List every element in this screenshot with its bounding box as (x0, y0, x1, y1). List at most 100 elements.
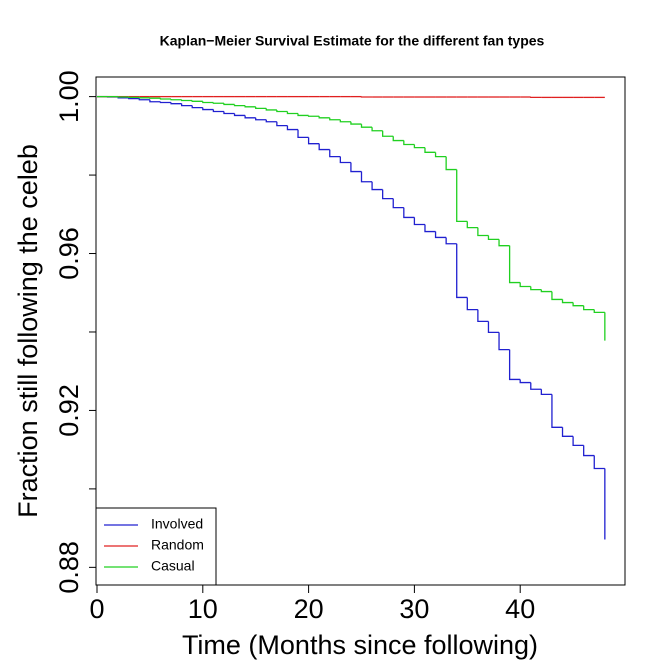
survival-step (436, 152, 447, 156)
survival-step (372, 182, 383, 190)
survival-step (298, 130, 309, 138)
x-tick-label: 40 (505, 594, 535, 624)
survival-step (340, 157, 351, 163)
survival-step (594, 456, 605, 469)
survival-step (488, 321, 499, 332)
survival-step (488, 235, 499, 239)
y-tick-label: 0.96 (54, 227, 84, 280)
survival-step (457, 244, 468, 298)
x-axis-label: Time (Months since following) (182, 630, 538, 660)
chart-title: Kaplan−Meier Survival Estimate for the d… (160, 33, 545, 49)
survival-step (552, 394, 563, 427)
survival-step (213, 102, 224, 103)
survival-step (277, 110, 288, 112)
survival-step (531, 286, 542, 289)
survival-step (478, 228, 489, 236)
survival-step (573, 303, 584, 306)
survival-step (362, 172, 373, 182)
survival-step (457, 170, 468, 222)
survival-step (520, 283, 531, 287)
survival-step (510, 246, 521, 283)
survival-step (224, 112, 235, 114)
y-tick-label: 1.00 (54, 70, 84, 123)
survival-step (552, 292, 563, 300)
survival-step (531, 383, 542, 390)
survival-step (245, 106, 256, 107)
legend-label: Casual (151, 558, 195, 574)
survival-step (266, 120, 277, 122)
survival-step (266, 108, 277, 110)
survival-step (425, 224, 436, 231)
survival-step (256, 107, 267, 109)
survival-step (594, 310, 605, 313)
survival-step (478, 310, 489, 322)
survival-step (467, 297, 478, 309)
survival-step (235, 104, 246, 105)
survival-step (171, 102, 182, 103)
survival-step (541, 290, 552, 292)
survival-step (393, 136, 404, 140)
survival-step (393, 199, 404, 208)
survival-step (309, 137, 320, 143)
survival-step (182, 100, 193, 101)
survival-step (383, 131, 394, 136)
legend-label: Random (151, 537, 204, 553)
survival-step (520, 379, 531, 382)
survival-step (203, 108, 214, 110)
survival-step (203, 101, 214, 102)
survival-step (245, 115, 256, 117)
survival-step (372, 127, 383, 131)
survival-step (383, 190, 394, 199)
survival-step (213, 110, 224, 112)
survival-step (573, 436, 584, 445)
survival-step (436, 232, 447, 238)
survival-step (150, 100, 161, 102)
x-tick-label: 10 (188, 594, 218, 624)
survival-step (171, 99, 182, 100)
survival-step (319, 144, 330, 150)
survival-step (160, 98, 171, 99)
survival-step (256, 118, 267, 120)
survival-step (277, 122, 288, 126)
survival-step (414, 144, 425, 147)
survival-step (298, 113, 309, 115)
survival-step (362, 124, 373, 127)
survival-step (584, 306, 595, 310)
survival-step (414, 217, 425, 224)
survival-step (351, 122, 362, 124)
y-tick-label: 0.92 (54, 384, 84, 437)
survival-step (510, 350, 521, 380)
survival-step (446, 237, 457, 243)
survival-step (351, 163, 362, 172)
survival-step (563, 299, 574, 302)
survival-step (404, 141, 415, 145)
survival-step (235, 113, 246, 115)
survival-step (309, 115, 320, 116)
survival-step (330, 150, 341, 157)
survival-step (467, 221, 478, 227)
survival-step (287, 112, 298, 114)
x-tick-label: 20 (294, 594, 324, 624)
survival-step (499, 239, 510, 245)
survival-step (499, 332, 510, 349)
survival-step (425, 148, 436, 153)
survival-step (192, 106, 203, 108)
y-axis-label: Fraction still following the celeb (13, 144, 43, 518)
legend-label: Involved (151, 516, 203, 532)
survival-step (330, 118, 341, 120)
survival-step (287, 126, 298, 130)
survival-step (584, 445, 595, 455)
survival-step (446, 157, 457, 170)
y-tick-label: 0.88 (54, 541, 84, 594)
survival-step (192, 101, 203, 102)
survival-step (139, 99, 150, 100)
survival-step (319, 116, 330, 118)
x-tick-label: 30 (399, 594, 429, 624)
survival-step (224, 103, 235, 104)
survival-step (563, 427, 574, 436)
survival-step (340, 120, 351, 122)
survival-step (404, 208, 415, 218)
survival-step (541, 389, 552, 394)
survival-step (182, 104, 193, 106)
